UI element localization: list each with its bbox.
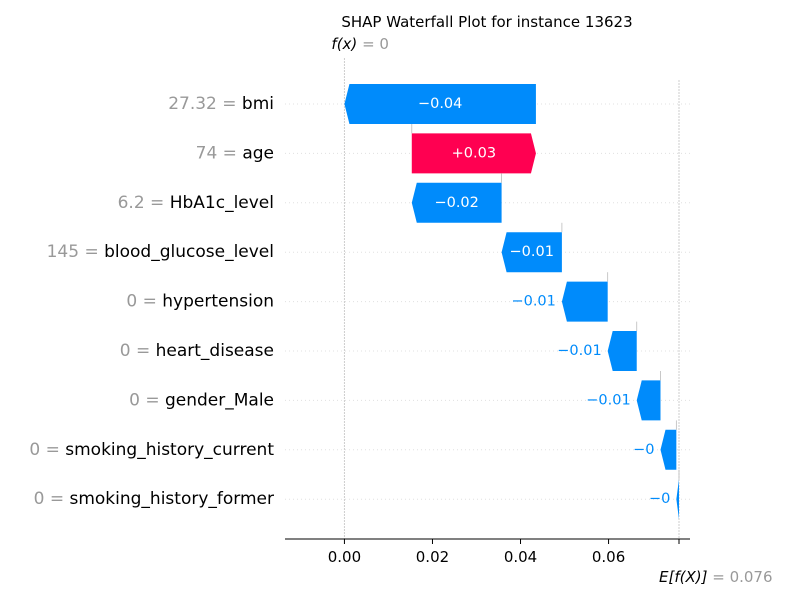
feature-value: 0 = bbox=[129, 390, 165, 410]
feature-value: 0 = bbox=[126, 292, 162, 312]
waterfall-bar bbox=[501, 232, 562, 273]
feature-name: gender_Male bbox=[165, 390, 274, 410]
waterfall-bar bbox=[344, 84, 536, 124]
feature-labels: 27.32 = bmi 74 = age 6.2 = HbA1c_level 145 … bbox=[29, 94, 274, 509]
bar-value-label: −0.01 bbox=[557, 343, 601, 359]
waterfall-bar bbox=[411, 133, 536, 174]
x-axis: 0.00 0.02 0.04 0.06 bbox=[285, 538, 690, 566]
bar-value-label: −0 bbox=[633, 442, 654, 458]
bar-value-label: −0.01 bbox=[510, 244, 554, 260]
feature-label: 6.2 = HbA1c_level bbox=[118, 193, 274, 213]
waterfall-bar bbox=[676, 479, 679, 520]
waterfall-bar bbox=[660, 429, 677, 470]
feature-value: 0 = bbox=[34, 489, 70, 509]
feature-value: 74 = bbox=[196, 143, 243, 163]
feature-value: 6.2 = bbox=[118, 193, 170, 213]
x-tick-label: 0.02 bbox=[416, 548, 449, 566]
waterfall-bar bbox=[411, 182, 502, 223]
bar-value-label: −0.04 bbox=[418, 96, 462, 112]
feature-value: 145 = bbox=[47, 242, 105, 262]
x-tick-label: 0.00 bbox=[328, 548, 361, 566]
feature-label: 0 = smoking_history_former bbox=[34, 489, 274, 509]
base-value-annotation: E[f(X)] = 0.076 bbox=[659, 568, 773, 586]
feature-name: bmi bbox=[242, 94, 274, 114]
feature-name: smoking_history_current bbox=[65, 440, 274, 460]
x-tick-label: 0.04 bbox=[504, 548, 537, 566]
waterfall-bars: −0.04 +0.03 −0.02 −0.01 −0.01 −0.01 −0.01 −0 −0 bbox=[344, 84, 680, 520]
base-value: 0.076 bbox=[730, 568, 773, 586]
feature-name: age bbox=[242, 143, 274, 163]
fx-label: f(x) bbox=[331, 35, 357, 53]
bar-value-label: −0.01 bbox=[586, 392, 630, 408]
base-label: E[f(X)] bbox=[659, 568, 708, 586]
waterfall-bar bbox=[561, 281, 608, 322]
waterfall-bar bbox=[636, 380, 661, 421]
bar-value-label: +0.03 bbox=[452, 145, 496, 161]
feature-name: heart_disease bbox=[156, 341, 274, 361]
feature-value: 0 = bbox=[29, 440, 65, 460]
feature-label: 145 = blood_glucose_level bbox=[47, 242, 274, 262]
bar-value-label: −0 bbox=[649, 491, 670, 507]
feature-name: smoking_history_former bbox=[69, 489, 274, 509]
feature-name: blood_glucose_level bbox=[104, 242, 274, 262]
fx-value: 0 bbox=[379, 35, 389, 53]
feature-name: hypertension bbox=[162, 292, 274, 312]
waterfall-bar bbox=[607, 331, 637, 371]
feature-label: 0 = hypertension bbox=[126, 292, 274, 312]
feature-value: 27.32 = bbox=[168, 94, 242, 114]
fx-annotation: f(x) = 0 bbox=[331, 35, 389, 53]
feature-label: 74 = age bbox=[196, 143, 274, 163]
feature-name: HbA1c_level bbox=[170, 193, 274, 213]
feature-label: 27.32 = bmi bbox=[168, 94, 274, 114]
x-tick-label: 0.06 bbox=[592, 548, 625, 566]
feature-label: 0 = gender_Male bbox=[129, 390, 274, 410]
feature-value: 0 = bbox=[120, 341, 156, 361]
feature-label: 0 = heart_disease bbox=[120, 341, 274, 361]
feature-label: 0 = smoking_history_current bbox=[29, 440, 274, 460]
bar-value-label: −0.02 bbox=[434, 195, 478, 211]
chart-title: SHAP Waterfall Plot for instance 13623 bbox=[341, 13, 632, 31]
bar-value-label: −0.01 bbox=[511, 294, 555, 310]
